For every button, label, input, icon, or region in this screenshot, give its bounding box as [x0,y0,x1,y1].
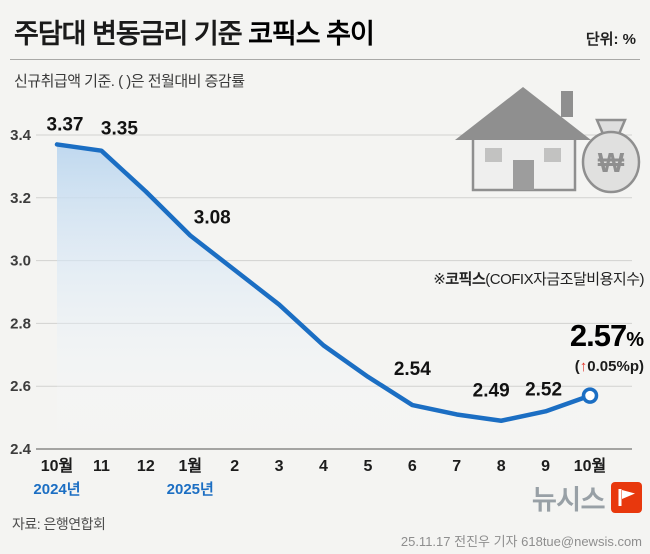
svg-text:3.37: 3.37 [47,114,84,135]
note-prefix: ※ [433,271,446,288]
source-label: 자료: 은행연합회 [12,516,106,532]
svg-text:2: 2 [230,458,239,475]
svg-text:3.0: 3.0 [10,253,31,270]
latest-value: 2.57 [569,318,627,353]
chart-subtitle: 신규취급액 기준. ( )은 전월대비 증감률 [14,73,245,90]
money-bag-icon: ₩ [581,118,641,194]
change-value: 0.05%p [587,358,639,375]
cofix-definition-note: ※코픽스(COFIX자금조달비용지수) [433,268,644,289]
latest-value-label: 2.57% [570,318,644,354]
newsis-logo-mark-icon [611,482,642,513]
won-symbol: ₩ [598,147,625,178]
latest-change-label: (↑0.05%p) [575,358,644,375]
svg-text:8: 8 [497,458,506,475]
svg-text:2024년: 2024년 [33,481,80,498]
page-title-bold: 코픽스 추이 [248,19,375,49]
svg-text:10월: 10월 [574,457,607,475]
flag-icon [618,489,635,506]
header-divider [10,59,640,60]
svg-text:3.4: 3.4 [10,127,32,144]
svg-text:7: 7 [452,458,461,475]
svg-text:1월: 1월 [178,457,202,475]
svg-text:3: 3 [275,458,284,475]
svg-text:2.6: 2.6 [10,378,31,395]
house-money-illustration: ₩ [455,87,641,194]
svg-text:2.52: 2.52 [525,379,562,400]
svg-text:4: 4 [319,458,328,475]
change-paren-close: ) [639,358,644,375]
page-title: 주담대 변동금리 기준 코픽스 추이 [14,12,375,51]
svg-text:3.35: 3.35 [101,119,138,140]
latest-value-percent-sign: % [626,329,644,351]
house-icon [455,87,591,192]
note-bold: 코픽스 [445,271,486,288]
svg-text:3.2: 3.2 [10,190,31,207]
page-title-regular: 주담대 변동금리 기준 [14,19,249,49]
svg-text:2.8: 2.8 [10,315,31,332]
svg-text:5: 5 [363,458,372,475]
svg-text:11: 11 [93,458,110,475]
svg-text:2.54: 2.54 [394,359,431,380]
svg-text:9: 9 [541,458,550,475]
svg-text:3.08: 3.08 [194,207,231,228]
note-rest: (COFIX자금조달비용지수) [485,271,644,288]
newsis-logo-text: 뉴시스 [531,485,606,515]
byline-credit: 25.11.17 전진우 기자 618tue@newsis.com [400,534,642,549]
unit-label: 단위: % [585,31,636,48]
svg-text:2.4: 2.4 [10,441,32,458]
svg-text:10월: 10월 [41,457,74,475]
change-paren-open: ( [574,358,580,375]
newsis-logo: 뉴시스 [532,478,642,517]
up-arrow-icon: ↑ [579,358,588,375]
svg-text:2025년: 2025년 [167,481,214,498]
svg-text:2.49: 2.49 [473,381,510,402]
svg-text:6: 6 [408,458,417,475]
svg-text:12: 12 [137,458,155,475]
